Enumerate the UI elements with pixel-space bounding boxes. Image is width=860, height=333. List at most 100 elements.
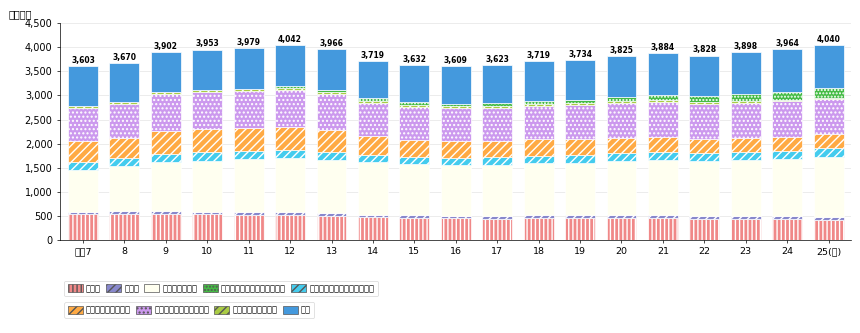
Bar bbox=[109, 211, 139, 214]
Bar bbox=[399, 102, 429, 105]
Bar bbox=[234, 212, 264, 214]
Bar bbox=[524, 218, 554, 240]
Bar bbox=[690, 153, 719, 161]
Bar bbox=[275, 45, 305, 86]
Bar bbox=[606, 154, 636, 161]
Bar bbox=[814, 99, 844, 135]
Bar bbox=[316, 90, 347, 92]
Bar bbox=[524, 104, 554, 106]
Bar bbox=[150, 211, 181, 214]
Bar bbox=[234, 91, 264, 128]
Bar bbox=[524, 106, 554, 139]
Bar bbox=[358, 61, 388, 98]
Bar bbox=[358, 101, 388, 103]
Bar bbox=[690, 216, 719, 219]
Bar bbox=[731, 52, 761, 94]
Bar bbox=[731, 152, 761, 161]
Bar bbox=[193, 212, 222, 214]
Bar bbox=[524, 139, 554, 156]
Bar bbox=[68, 214, 98, 240]
Text: 3,609: 3,609 bbox=[444, 56, 468, 65]
Bar bbox=[234, 89, 264, 91]
Bar bbox=[606, 103, 636, 138]
Bar bbox=[814, 157, 844, 217]
Bar bbox=[275, 127, 305, 150]
Text: 3,979: 3,979 bbox=[237, 38, 261, 47]
Bar bbox=[68, 212, 98, 214]
Bar bbox=[482, 157, 513, 165]
Bar bbox=[648, 218, 678, 240]
Bar bbox=[690, 96, 719, 102]
Bar bbox=[441, 106, 470, 108]
Bar bbox=[565, 155, 595, 163]
Text: 3,603: 3,603 bbox=[71, 56, 95, 65]
Bar bbox=[150, 154, 181, 162]
Bar bbox=[109, 166, 139, 211]
Legend: 情報通信関連製造業, 情報通信関連サービス業, 情報通信関連建設業, 研究: 情報通信関連製造業, 情報通信関連サービス業, 情報通信関連建設業, 研究 bbox=[64, 302, 315, 318]
Bar bbox=[565, 100, 595, 103]
Bar bbox=[731, 219, 761, 240]
Bar bbox=[399, 65, 429, 102]
Bar bbox=[316, 94, 347, 130]
Bar bbox=[814, 88, 844, 98]
Bar bbox=[316, 153, 347, 160]
Text: 3,825: 3,825 bbox=[610, 46, 634, 55]
Bar bbox=[772, 102, 802, 137]
Bar bbox=[606, 138, 636, 154]
Bar bbox=[150, 131, 181, 154]
Bar bbox=[690, 104, 719, 139]
Bar bbox=[399, 164, 429, 215]
Bar bbox=[109, 214, 139, 240]
Bar bbox=[606, 101, 636, 103]
Bar bbox=[68, 170, 98, 212]
Bar bbox=[358, 136, 388, 155]
Bar bbox=[565, 103, 595, 105]
Bar bbox=[482, 141, 513, 157]
Bar bbox=[68, 142, 98, 162]
Text: 3,623: 3,623 bbox=[485, 55, 509, 64]
Bar bbox=[68, 162, 98, 170]
Bar bbox=[441, 104, 470, 106]
Bar bbox=[565, 105, 595, 139]
Bar bbox=[109, 103, 139, 104]
Bar bbox=[358, 155, 388, 162]
Bar bbox=[482, 103, 513, 106]
Bar bbox=[731, 216, 761, 219]
Bar bbox=[275, 86, 305, 88]
Bar bbox=[482, 165, 513, 216]
Bar bbox=[275, 215, 305, 240]
Bar bbox=[234, 151, 264, 159]
Bar bbox=[234, 214, 264, 240]
Bar bbox=[648, 95, 678, 100]
Bar bbox=[731, 138, 761, 152]
Bar bbox=[772, 49, 802, 92]
Bar bbox=[482, 218, 513, 240]
Bar bbox=[565, 218, 595, 240]
Bar bbox=[690, 102, 719, 104]
Bar bbox=[814, 98, 844, 99]
Bar bbox=[193, 92, 222, 129]
Bar bbox=[441, 108, 470, 141]
Bar bbox=[814, 219, 844, 240]
Bar bbox=[234, 159, 264, 212]
Text: 3,884: 3,884 bbox=[651, 43, 675, 52]
Bar bbox=[772, 216, 802, 219]
Text: 3,719: 3,719 bbox=[526, 51, 550, 60]
Bar bbox=[690, 139, 719, 153]
Bar bbox=[68, 106, 98, 108]
Bar bbox=[234, 48, 264, 89]
Bar bbox=[648, 153, 678, 160]
Bar bbox=[358, 103, 388, 136]
Bar bbox=[316, 213, 347, 216]
Bar bbox=[109, 158, 139, 166]
Text: 3,966: 3,966 bbox=[320, 39, 343, 48]
Bar bbox=[606, 161, 636, 215]
Bar bbox=[441, 216, 470, 218]
Bar bbox=[358, 214, 388, 217]
Bar bbox=[316, 130, 347, 153]
Bar bbox=[193, 214, 222, 240]
Bar bbox=[814, 45, 844, 88]
Bar bbox=[316, 92, 347, 94]
Bar bbox=[109, 104, 139, 138]
Bar bbox=[814, 217, 844, 219]
